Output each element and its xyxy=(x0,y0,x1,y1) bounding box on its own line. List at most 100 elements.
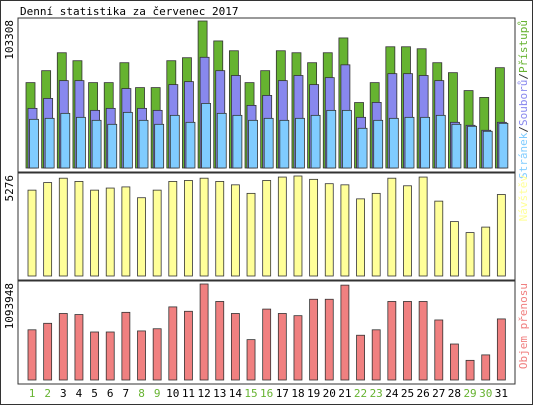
bar xyxy=(122,111,133,169)
bar xyxy=(498,122,509,169)
bar xyxy=(496,318,506,381)
x-tick-label: 14 xyxy=(229,387,243,400)
x-tick-label: 4 xyxy=(76,387,83,400)
legend-entry: Souborů xyxy=(517,80,530,126)
bar xyxy=(27,189,37,277)
bar xyxy=(403,185,412,277)
bar xyxy=(168,306,178,381)
bar xyxy=(199,177,209,277)
bar xyxy=(279,119,290,169)
bar xyxy=(496,194,506,277)
x-tick-label: 11 xyxy=(182,387,195,400)
x-tick-label: 20 xyxy=(323,387,336,400)
bar xyxy=(418,176,428,277)
legend: Návštěv xyxy=(517,175,530,222)
bar xyxy=(340,284,350,381)
x-tick-label: 28 xyxy=(448,387,461,400)
bar xyxy=(105,331,115,381)
bar xyxy=(216,112,227,169)
bar xyxy=(137,330,146,381)
legend: Stránek/Souborů/Přístupů xyxy=(517,20,530,179)
x-tick-label: 27 xyxy=(432,387,445,400)
bar xyxy=(404,116,415,169)
x-tick-label: 29 xyxy=(463,387,476,400)
bar xyxy=(58,313,68,381)
bar xyxy=(90,189,99,277)
bar xyxy=(105,187,115,277)
bar xyxy=(199,283,209,381)
bar xyxy=(44,117,55,169)
bar xyxy=(356,334,365,381)
bar xyxy=(482,130,493,169)
bar xyxy=(169,114,180,169)
x-tick-label: 13 xyxy=(213,387,226,400)
bar xyxy=(152,189,162,277)
bar xyxy=(121,186,131,277)
bar xyxy=(215,301,225,381)
bar xyxy=(371,329,381,381)
bar xyxy=(262,180,272,277)
x-tick-label: 25 xyxy=(401,387,414,400)
x-tick-label: 21 xyxy=(338,387,351,400)
bar xyxy=(29,118,39,169)
bar xyxy=(293,175,303,277)
bar xyxy=(43,322,53,381)
x-tick-label: 30 xyxy=(479,387,492,400)
bar xyxy=(152,328,162,381)
bar xyxy=(138,119,149,169)
bar xyxy=(230,313,240,381)
bar xyxy=(373,119,384,169)
bar xyxy=(387,301,397,381)
bar xyxy=(137,197,146,277)
bar xyxy=(154,123,165,169)
x-tick-label: 12 xyxy=(197,387,210,400)
bar xyxy=(371,192,381,277)
x-tick-label: 3 xyxy=(60,387,67,400)
x-tick-label: 6 xyxy=(107,387,114,400)
bar xyxy=(107,123,118,169)
legend-entry: Návštěv xyxy=(517,175,530,222)
bar xyxy=(435,114,446,169)
bar xyxy=(168,181,178,277)
bar xyxy=(342,109,352,169)
x-tick-label: 1 xyxy=(29,387,36,400)
bar xyxy=(43,182,53,277)
bar xyxy=(465,359,475,381)
bar xyxy=(293,315,303,381)
bar xyxy=(74,181,84,277)
bar xyxy=(295,117,305,169)
bar xyxy=(403,301,412,381)
bar xyxy=(90,331,99,381)
bar xyxy=(60,112,71,169)
bar xyxy=(76,116,86,169)
bar xyxy=(420,116,431,169)
bar xyxy=(418,301,428,381)
bar xyxy=(248,119,258,169)
x-tick-label: 24 xyxy=(385,387,399,400)
x-tick-label: 31 xyxy=(495,387,508,400)
bar xyxy=(326,109,337,169)
bar xyxy=(184,310,193,381)
bar xyxy=(246,339,256,381)
x-tick-label: 9 xyxy=(154,387,161,400)
bar xyxy=(230,184,240,277)
x-tick-label: 22 xyxy=(354,387,367,400)
bar xyxy=(465,232,475,277)
bar xyxy=(185,121,196,169)
bar xyxy=(450,221,459,277)
bar xyxy=(27,329,37,381)
x-tick-label: 17 xyxy=(276,387,289,400)
legend-separator: / xyxy=(517,126,530,133)
legend-entry: Přístupů xyxy=(517,20,530,73)
bar xyxy=(450,343,459,381)
bar xyxy=(58,177,68,277)
legend: Objem přenosu xyxy=(517,283,530,369)
bar xyxy=(434,319,444,381)
bar xyxy=(434,200,444,277)
bar xyxy=(262,308,272,381)
max-label: 5276 xyxy=(3,175,16,202)
legend-entry: Stránek xyxy=(517,132,530,179)
bar xyxy=(91,119,102,169)
legend-separator: / xyxy=(517,73,530,80)
max-label: 1093948 xyxy=(3,283,16,329)
